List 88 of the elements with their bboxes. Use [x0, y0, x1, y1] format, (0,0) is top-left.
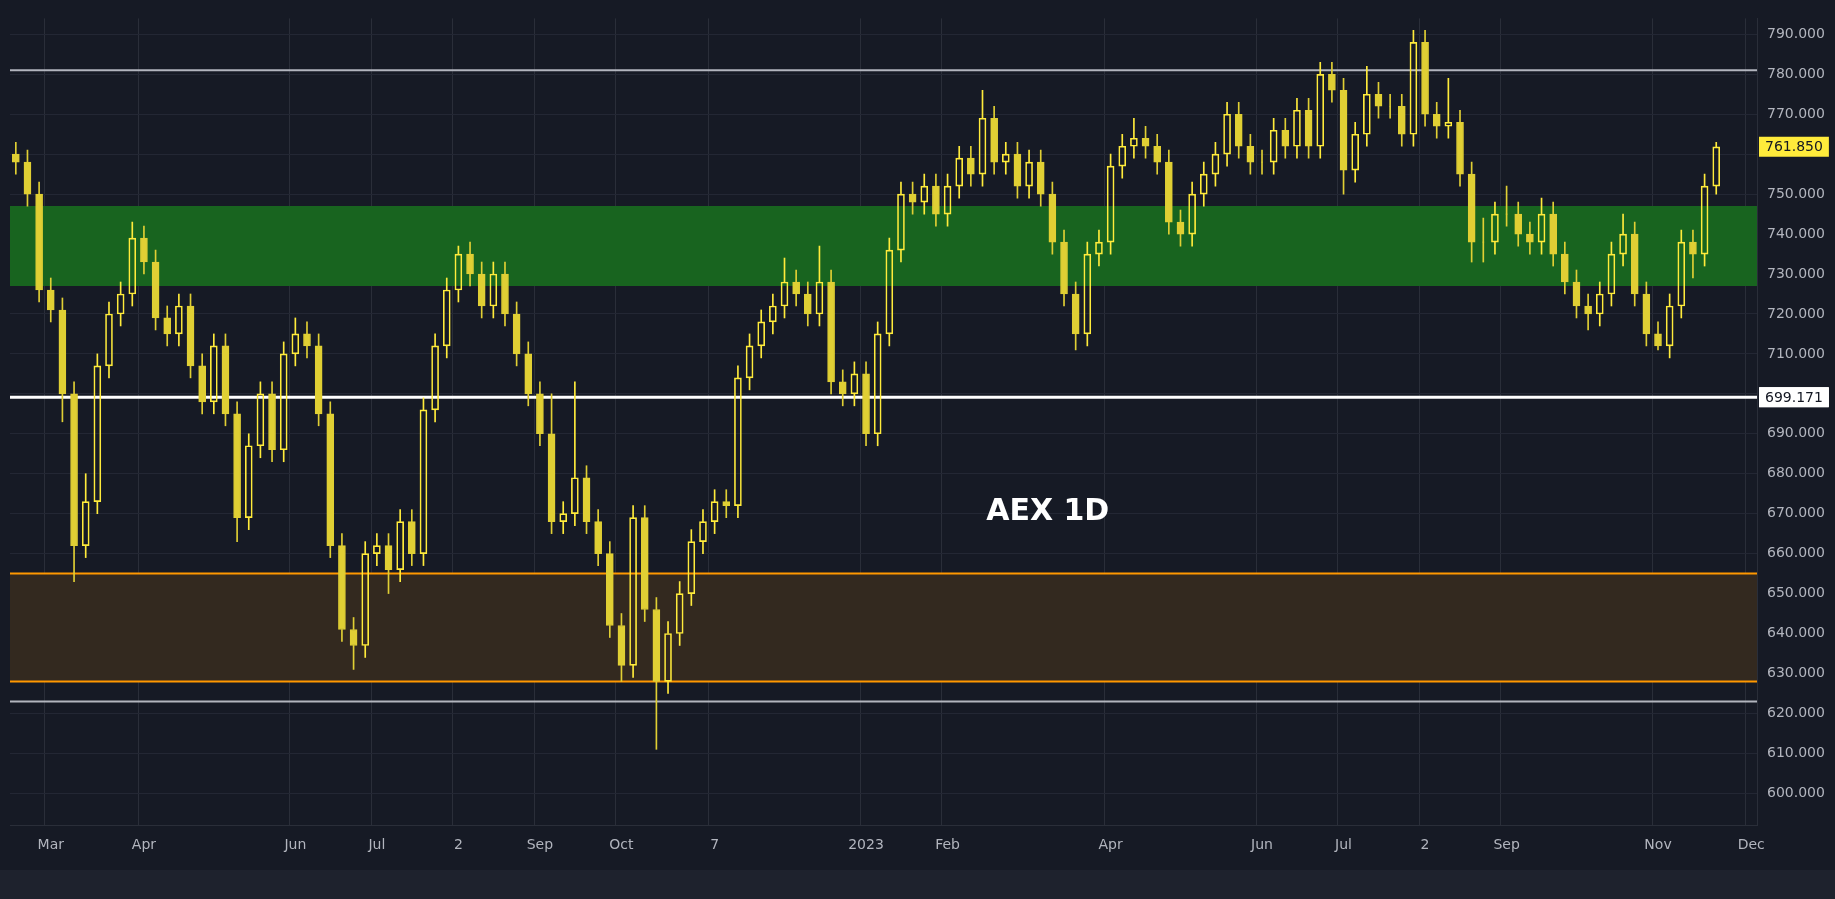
candlestick	[1584, 293, 1592, 331]
y-tick-label: 650.000	[1767, 584, 1825, 601]
candlestick	[35, 181, 43, 303]
y-tick-label: 680.000	[1767, 464, 1825, 481]
x-tick-label: 2	[453, 836, 463, 853]
candlestick	[1689, 229, 1697, 279]
x-tick-label: Feb	[935, 836, 961, 853]
candlestick	[70, 381, 78, 582]
candlestick	[326, 401, 335, 558]
candlestick	[1281, 117, 1290, 159]
y-tick-label: 710.000	[1767, 344, 1825, 361]
x-tick-label: Apr	[131, 836, 157, 853]
candlestick	[198, 353, 206, 415]
y-tick-label: 640.000	[1767, 624, 1825, 641]
candlestick	[932, 173, 940, 227]
x-tick-label: Jul	[1334, 836, 1352, 853]
y-tick-label: 690.000	[1767, 424, 1825, 441]
candlestick	[1456, 109, 1464, 187]
candlestick	[163, 305, 172, 347]
candlestick	[838, 369, 847, 407]
y-tick-label: 630.000	[1767, 664, 1825, 681]
candlestick	[303, 321, 311, 359]
candlestick	[1165, 149, 1173, 235]
candlestick	[803, 281, 812, 327]
candlestick	[1526, 221, 1534, 255]
x-tick-label: 2023	[848, 836, 884, 853]
candlestick	[1328, 62, 1336, 103]
x-tick-label: Jul	[367, 836, 386, 853]
x-tick-label: 7	[710, 836, 720, 853]
x-tick-label: Sep	[526, 836, 554, 853]
candlestick	[722, 489, 731, 518]
candlestick	[1153, 133, 1162, 175]
candlestick	[792, 269, 800, 307]
candlestick	[1421, 30, 1429, 127]
candlestick	[1549, 201, 1558, 267]
y-tick-label: 670.000	[1767, 504, 1825, 521]
candlestick	[338, 533, 346, 642]
y-tick-label: 770.000	[1767, 104, 1825, 121]
candlestick	[233, 401, 241, 542]
y-tick-label: 660.000	[1767, 544, 1825, 561]
candlestick	[1514, 201, 1523, 247]
x-tick-label: Mar	[37, 836, 65, 853]
y-tick-label: 730.000	[1767, 264, 1825, 281]
candlestick	[466, 241, 474, 287]
candlestick	[1432, 101, 1441, 139]
text: AEX 1D	[986, 491, 1110, 527]
y-tick-label: 720.000	[1767, 304, 1825, 321]
candlestick	[46, 277, 55, 323]
x-tick-label: Jun	[283, 836, 307, 853]
candlestick	[640, 505, 649, 622]
candlestick	[967, 145, 975, 187]
candlestick	[140, 225, 148, 275]
y-tick-label: 790.000	[1767, 25, 1825, 42]
text: 761.850	[1765, 138, 1823, 155]
candlestick	[1071, 281, 1080, 351]
x-tick-label: Nov	[1644, 836, 1672, 853]
y-tick-label: 620.000	[1767, 704, 1825, 721]
candlestick	[1397, 93, 1406, 147]
y-tick-label: 600.000	[1767, 783, 1825, 800]
candlestick	[594, 509, 602, 566]
y-tick-label: 750.000	[1767, 184, 1825, 201]
candlestick	[536, 381, 544, 447]
ref-line-label: 699.171	[1765, 388, 1823, 405]
x-tick-label: Oct	[609, 836, 635, 853]
candlestick	[524, 341, 533, 407]
x-tick-label: Dec	[1737, 836, 1765, 853]
candlestick	[11, 141, 20, 175]
y-tick-label: 610.000	[1767, 743, 1825, 760]
y-tick-label: 780.000	[1767, 64, 1825, 81]
y-tick-label: 740.000	[1767, 224, 1825, 241]
candlestick	[827, 269, 835, 395]
candlestick	[477, 261, 486, 319]
candlestick	[1036, 149, 1045, 207]
x-tick-label: 2	[1420, 836, 1430, 853]
x-tick-label: Sep	[1493, 836, 1520, 853]
x-tick-label: Jun	[1250, 836, 1273, 853]
candlestick	[605, 541, 614, 638]
candlestick	[1654, 321, 1662, 351]
candlestick	[268, 381, 276, 463]
candlestick	[407, 509, 416, 566]
candlestick	[501, 261, 509, 327]
candlestick	[862, 361, 870, 447]
candlestick	[1234, 101, 1243, 159]
candlestick	[1561, 241, 1569, 295]
candlestick	[1060, 229, 1068, 307]
candlestick	[1630, 221, 1639, 307]
x-tick-label: Apr	[1098, 836, 1123, 853]
candlestick	[990, 105, 998, 175]
